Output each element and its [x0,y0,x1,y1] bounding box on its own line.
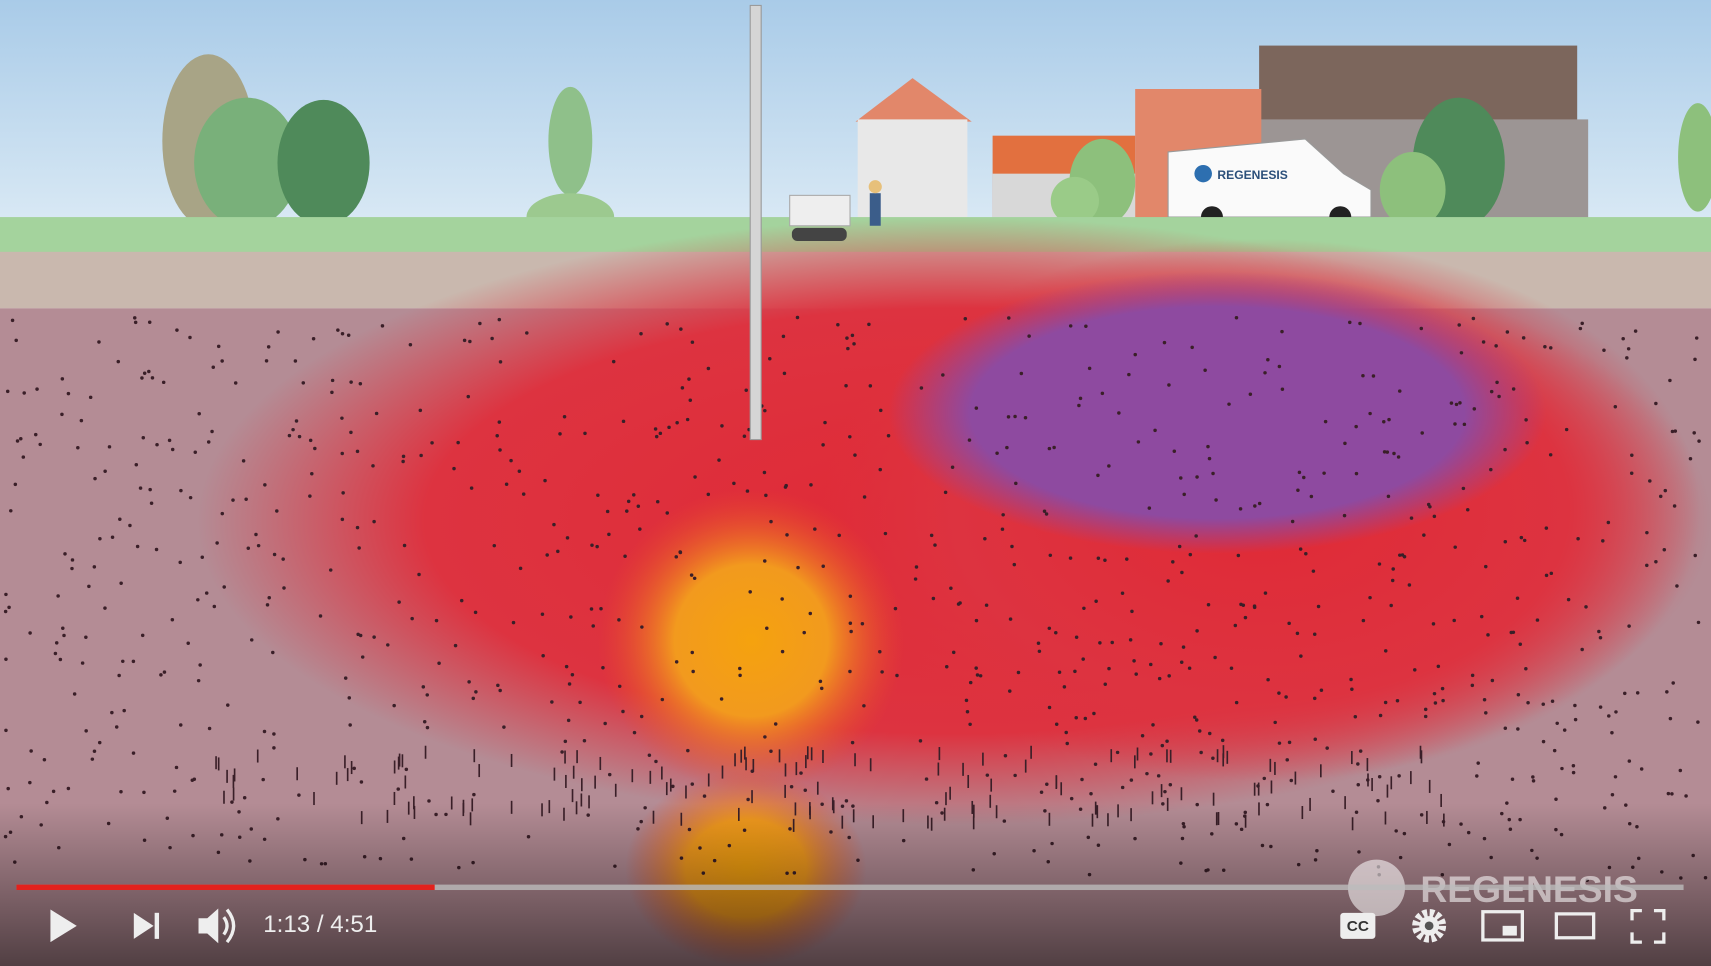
van-logo: REGENESIS [1217,168,1287,182]
theater-button[interactable] [1554,912,1596,940]
van-logo-icon [1194,164,1212,183]
play-button[interactable] [50,909,77,943]
tree [1379,151,1446,228]
time-display: 1:13 / 4:51 [263,911,377,938]
worker-head [868,180,882,194]
tree [1050,176,1099,225]
plume-purple [888,271,1547,554]
settings-button[interactable] [1412,909,1447,943]
tree [1678,103,1711,212]
tree [548,86,593,196]
fullscreen-button[interactable] [1630,909,1666,944]
progress-track[interactable] [16,884,1684,891]
drill-rod [749,4,762,441]
next-button[interactable] [133,912,160,939]
drill-rig [789,194,851,227]
tree [194,97,300,228]
drill-tracks [791,227,847,241]
miniplayer-button[interactable] [1481,910,1524,942]
captions-label: CC [1347,918,1369,935]
plume-orange [597,488,905,793]
worker [869,193,881,226]
progress-played[interactable] [16,884,435,891]
volume-button[interactable] [198,908,236,944]
tree [277,99,370,226]
roof [855,78,972,122]
captions-button[interactable] [1340,912,1376,939]
